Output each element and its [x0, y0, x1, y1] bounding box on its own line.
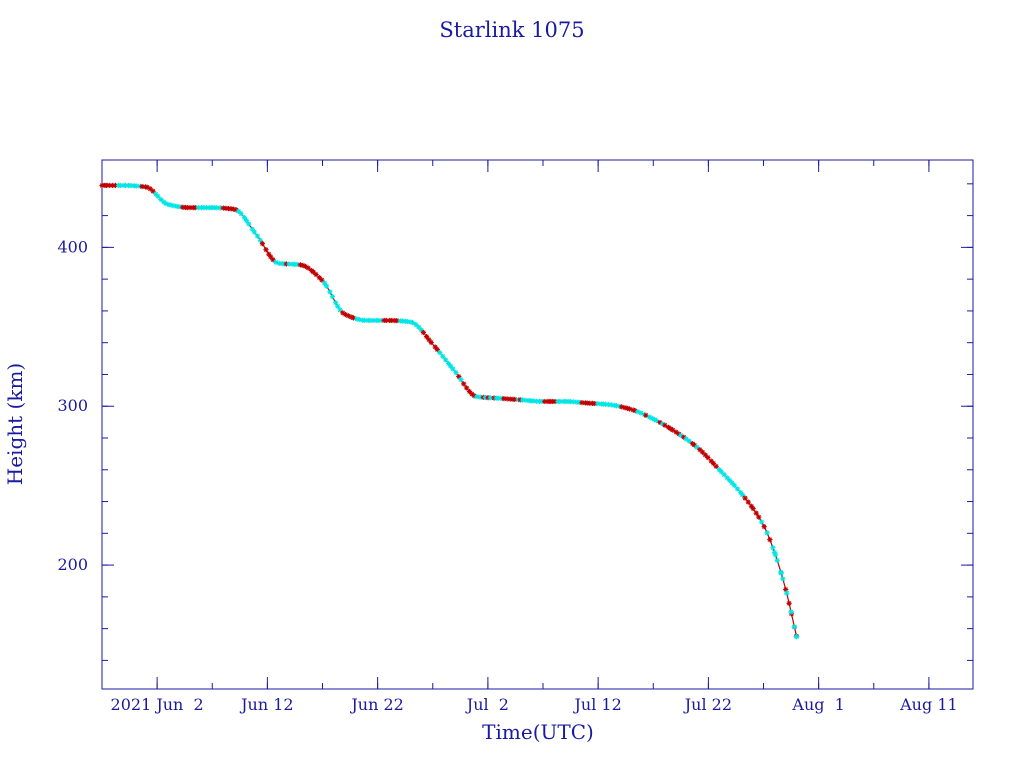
data-point	[259, 241, 265, 247]
data-point	[780, 576, 786, 582]
data-point	[557, 398, 563, 405]
data-point	[450, 366, 456, 372]
data-point	[783, 590, 790, 596]
data-point	[335, 303, 341, 309]
data-point	[313, 271, 319, 278]
data-point	[678, 432, 684, 438]
data-point	[686, 438, 692, 444]
data-point	[771, 549, 778, 556]
data-point	[793, 633, 800, 640]
chart-title: Starlink 1075	[439, 18, 584, 42]
data-point	[158, 196, 164, 203]
x-tick-label: Aug 1	[791, 695, 844, 714]
x-tick-label: Jun 12	[239, 695, 293, 714]
data-point	[305, 265, 311, 271]
markers	[99, 182, 800, 640]
data-point	[133, 183, 139, 189]
data-point	[734, 486, 741, 492]
x-axis-ticks: 2021 Jun 2 Jun 12 Jun 22 Jul 2 Jul 12 Jul 22 A…	[111, 160, 958, 714]
data-point	[463, 385, 470, 391]
data-point	[761, 524, 767, 530]
data-point	[753, 510, 759, 516]
x-tick-label: Aug 11	[899, 695, 958, 714]
data-point	[681, 434, 687, 440]
y-tick-label: 200	[57, 555, 88, 574]
data-point	[786, 600, 792, 606]
data-point	[356, 316, 362, 323]
data-point	[662, 422, 668, 428]
data-point	[420, 329, 427, 336]
data-point	[774, 557, 780, 563]
data-point	[461, 381, 467, 387]
data-point	[337, 307, 343, 313]
data-point	[791, 624, 798, 630]
data-point	[767, 537, 773, 543]
data-point	[329, 294, 336, 300]
data-point	[428, 339, 434, 346]
data-point	[742, 495, 748, 501]
x-tick-label: 2021 Jun 2	[111, 695, 204, 714]
data-point	[443, 357, 449, 363]
data-point	[214, 205, 220, 211]
data-point	[713, 463, 719, 469]
series-group	[102, 184, 798, 637]
data-point	[759, 519, 765, 525]
plot-frame	[101, 159, 974, 690]
data-point	[635, 409, 641, 415]
data-point	[783, 586, 789, 593]
data-point	[756, 514, 762, 520]
data-point	[238, 211, 244, 217]
data-point	[683, 436, 689, 442]
data-point	[235, 208, 242, 214]
x-tick-label: Jun 22	[349, 695, 403, 714]
data-point	[458, 377, 464, 383]
data-point	[440, 353, 446, 359]
data-point	[266, 251, 272, 257]
data-point	[333, 300, 339, 306]
x-tick-label: Jul 2	[465, 695, 509, 714]
data-point	[512, 396, 518, 403]
x-tick-label: Jul 12	[572, 695, 621, 714]
data-point	[321, 280, 328, 286]
data-point	[731, 482, 737, 488]
data-point	[437, 349, 443, 356]
data-point	[323, 283, 330, 289]
data-point	[327, 289, 333, 295]
y-axis-label: Height (km)	[3, 363, 27, 485]
y-tick-label: 300	[57, 396, 88, 415]
data-point	[613, 403, 620, 409]
y-tick-label: 400	[57, 237, 88, 256]
data-point	[249, 226, 255, 232]
data-point	[243, 218, 250, 224]
data-point	[383, 317, 389, 324]
data-point	[750, 505, 756, 512]
y-axis-ticks: 200 300 400	[57, 237, 973, 574]
data-point	[788, 609, 794, 615]
data-point	[246, 221, 252, 227]
data-point	[721, 472, 727, 478]
data-point	[595, 401, 601, 407]
data-point	[778, 570, 784, 576]
minor-ticks	[101, 160, 973, 689]
data-point	[251, 229, 257, 235]
x-tick-label: Jul 22	[683, 695, 732, 714]
data-point	[241, 215, 247, 221]
data-point	[254, 233, 261, 239]
data-point	[745, 499, 751, 505]
x-axis-label: Time(UTC)	[482, 720, 594, 744]
data-point	[263, 247, 269, 253]
series-line	[102, 184, 798, 637]
data-point	[705, 454, 711, 461]
data-point	[770, 545, 776, 551]
data-point	[445, 360, 452, 367]
data-point	[670, 427, 676, 433]
data-point	[453, 370, 459, 376]
data-point	[764, 530, 770, 536]
data-point	[653, 417, 660, 424]
data-point	[155, 193, 161, 199]
